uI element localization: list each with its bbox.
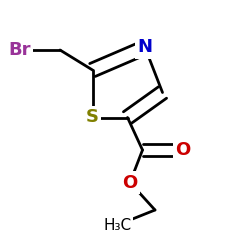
Text: Br: Br: [9, 41, 31, 59]
Text: O: O: [175, 141, 190, 159]
Text: H₃C: H₃C: [104, 218, 132, 232]
Text: N: N: [138, 38, 152, 56]
Text: S: S: [86, 108, 99, 126]
Text: O: O: [122, 174, 138, 192]
